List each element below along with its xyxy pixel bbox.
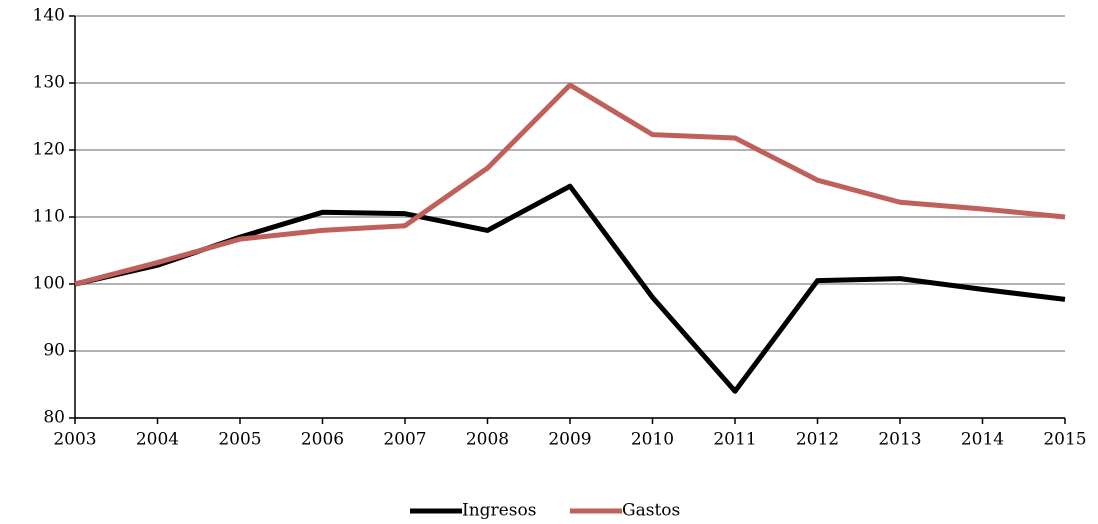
x-tick-label: 2012	[796, 430, 839, 450]
x-tick-label: 2008	[466, 430, 509, 450]
y-tick-label: 100	[33, 274, 65, 294]
legend-label: Ingresos	[462, 501, 536, 521]
y-tick-label: 110	[33, 207, 65, 227]
x-tick-label: 2011	[713, 430, 756, 450]
legend-label: Gastos	[622, 501, 680, 521]
x-tick-label: 2009	[548, 430, 591, 450]
y-tick-label: 80	[43, 408, 65, 428]
series-line	[74, 82, 1066, 287]
y-tick-label: 120	[33, 140, 65, 160]
x-tick-label: 2015	[1043, 430, 1086, 450]
y-tick-label: 140	[33, 6, 65, 26]
x-tick-label: 2010	[631, 430, 674, 450]
x-tick-label: 2003	[53, 430, 96, 450]
x-tick-label: 2004	[136, 430, 179, 450]
x-tick-label: 2013	[878, 430, 921, 450]
y-tick-label: 90	[43, 341, 65, 361]
x-tick-label: 2005	[218, 430, 261, 450]
x-tick-label: 2006	[301, 430, 344, 450]
y-tick-label: 130	[33, 73, 65, 93]
x-tick-label: 2014	[961, 430, 1004, 450]
x-tick-label: 2007	[383, 430, 426, 450]
